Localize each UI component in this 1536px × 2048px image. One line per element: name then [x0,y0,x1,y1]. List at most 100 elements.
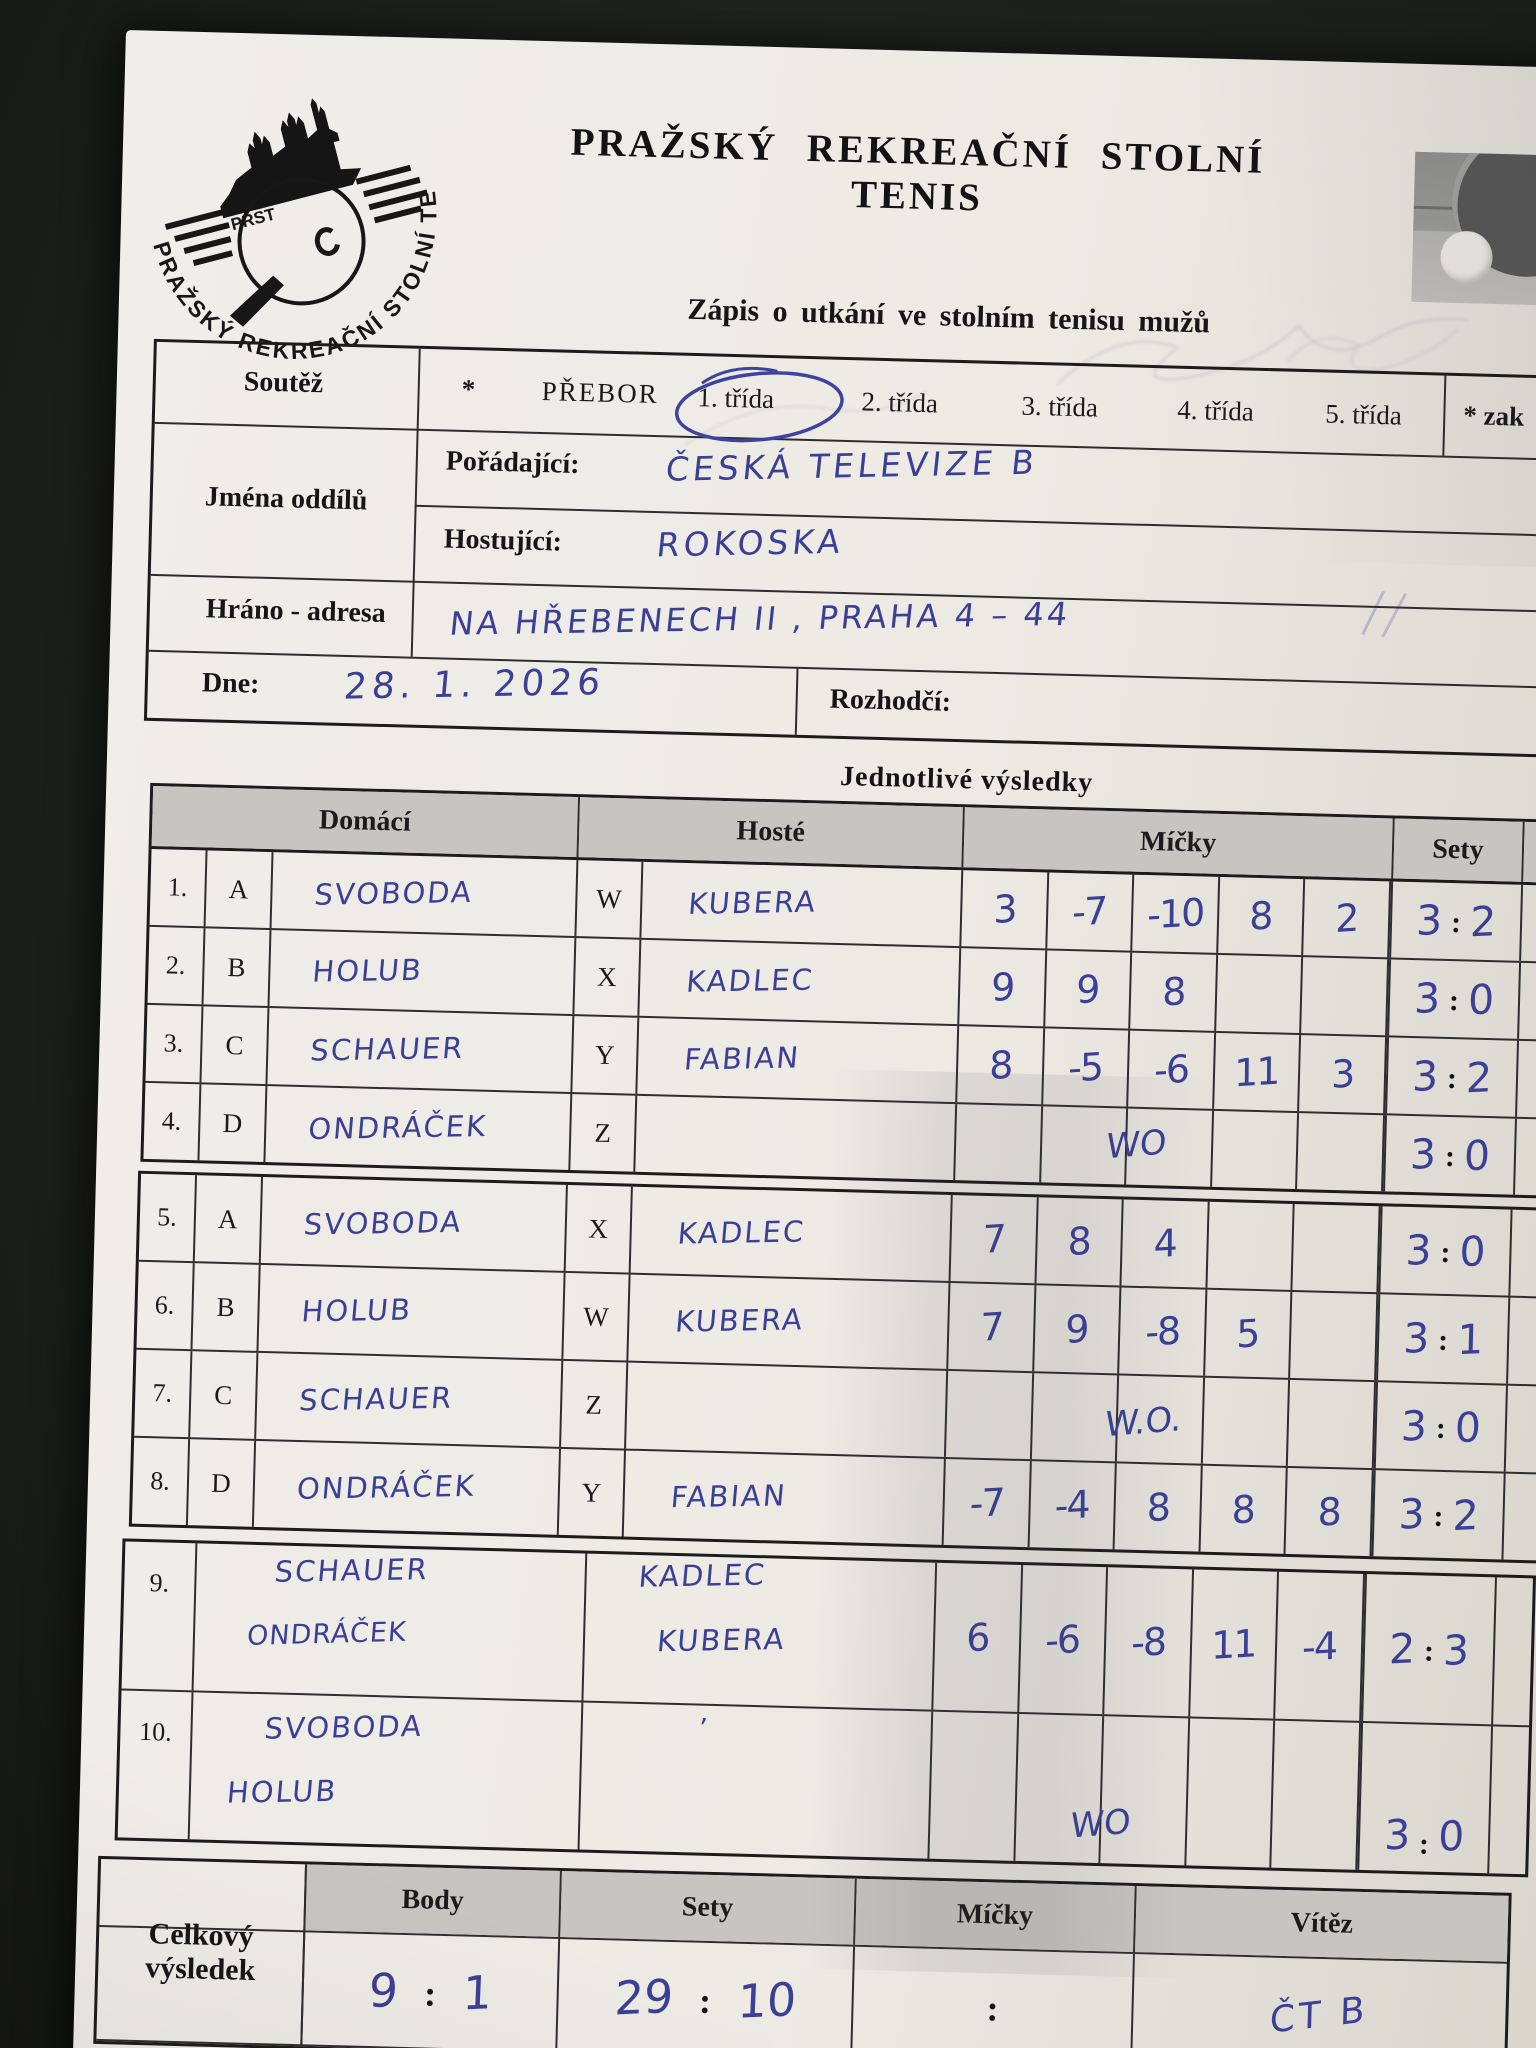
guest-pair-cell: KADLEC KUBERA [583,1553,938,1710]
class-option-4: 4. třída [1177,394,1255,427]
set1-balls: 9 [990,964,1014,1010]
balls-group: WO [955,1104,1388,1192]
pencil-smudge [684,389,928,447]
balls-group: W.O. [945,1370,1379,1469]
sets-result: 3:0 [1380,1206,1513,1296]
printed-colon: : [1418,1827,1430,1861]
class-option-5: 5. třída [1324,398,1403,431]
date-label: Dne: [201,667,260,700]
set4-balls: 11 [1234,1048,1280,1096]
printed-colon: : [423,1973,437,2014]
extra-cell [1515,1119,1536,1196]
set5-balls: 3 [1330,1051,1354,1097]
divider [1442,375,1447,456]
extra-cell [1510,1210,1536,1297]
sets-result: 3:2 [1391,881,1524,961]
extra-cell [1508,1298,1536,1385]
printed-colon: : [1450,905,1462,940]
home-letter: A [194,1175,264,1263]
guest-letter: X [565,1184,633,1273]
set2-balls: 9 [1076,966,1099,1013]
set1-balls: 8 [988,1042,1012,1088]
home-letter: D [199,1084,268,1163]
venue-label: Hráno - adresa [205,593,387,629]
guest-team-value: ROKOSKA [654,521,847,565]
home-player: SCHAUER [297,1380,455,1418]
winner-value: ČT B [1269,1988,1370,2042]
column-header-home: Domácí [151,785,581,858]
match-number: 4. [143,1082,202,1161]
ink-stray-marks [1361,590,1408,638]
results-table-1: Domácí Hosté Míčky Sety 1. A SVOBODA W K… [140,782,1536,1199]
set2-balls: -7 [1072,888,1107,935]
guest-player: KADLEC [684,962,816,999]
total-result-label-cell: Celkový výsledek [96,1858,308,2046]
printed-colon: : [1444,1139,1456,1174]
sets-result: 3:0 [1385,1115,1517,1195]
extra-cell [1503,1474,1536,1561]
results-table-2: 5. A SVOBODA X KADLEC 7 8 4 3:0 6. B HOL… [128,1170,1536,1564]
balls-group: WO [929,1711,1364,1870]
divider [414,504,1536,537]
guest-letter: Y [572,1016,640,1094]
printed-colon: : [1435,1411,1447,1446]
balls-group: 8 -5 -6 11 3 [957,1026,1390,1114]
handdrawn-circle-icon [674,366,844,443]
set3-balls: 8 [1161,969,1185,1015]
home-player: HOLUB [300,1292,414,1329]
guest-player: KUBERA [673,1302,806,1339]
home-letter: A [205,850,274,929]
circle-note: * zak [1462,400,1525,432]
guest-player: KADLEC [676,1214,807,1251]
set5-balls: 2 [1335,895,1358,941]
home-player: ONDRÁČEK [295,1468,478,1506]
match-number: 8. [131,1437,191,1526]
guest-pair-cell: ʼ [579,1702,934,1859]
home-letter: B [203,928,272,1007]
column-header-balls: Míčky [963,807,1395,879]
extra-cell [1521,885,1536,962]
match-number: 3. [145,1004,204,1083]
sets-result: 3:1 [1378,1294,1511,1384]
column-header-balls: Míčky [855,1878,1137,1953]
column-header-guest: Hosté [578,797,965,868]
home-letter: C [190,1351,259,1439]
balls-total-result: : [852,1946,1135,2048]
guest-player: FABIAN [682,1040,802,1077]
printed-colon: : [1440,1235,1451,1270]
balls-group: 3 -7 -10 8 2 [961,870,1394,958]
column-header-extra [1523,821,1536,883]
guest-player: FABIAN [669,1478,789,1515]
sets-result: 3:2 [1373,1470,1506,1560]
extra-cell [1493,1577,1533,1725]
results-table-doubles: 9. SCHAUER ONDRÁČEK KADLEC KUBERA 6 -6 -… [114,1538,1536,1878]
printed-colon: : [1423,1634,1435,1668]
extra-cell [1519,963,1536,1040]
class-1-circled: 1. třída [674,366,844,443]
prst-club-logo-icon: PRAŽSKÝ REKREAČNÍ STOLNÍ TENIS PRST [124,78,474,406]
home-player-2: HOLUB [225,1773,339,1810]
home-letter: C [201,1006,270,1085]
match-number: 9. [121,1541,198,1691]
home-player-1: SCHAUER [273,1552,431,1589]
printed-colon: : [698,1980,712,2021]
home-pair-cell: SVOBODA HOLUB [189,1692,584,1850]
match-number: 2. [147,926,206,1005]
guest-player-2: KUBERA [655,1621,788,1659]
home-player-1: SVOBODA [263,1708,425,1746]
column-header-points: Body [305,1864,562,1938]
home-letter: B [192,1263,261,1351]
page-title: PRAŽSKÝ REKREAČNÍ STOLNÍ TENIS [570,120,1266,220]
guest-letter: Z [570,1094,638,1172]
home-player: HOLUB [310,952,425,989]
balls-group: 7 8 4 [950,1195,1383,1293]
walkover-note: WO [1069,1801,1132,1847]
set2-balls: -5 [1068,1044,1103,1091]
balls-group: 6 -6 -8 11 -4 [933,1562,1368,1721]
walkover-note: WO [1105,1122,1168,1168]
venue-value: NA HŘEBENECH II , PRAHA 4 – 44 [447,594,1073,643]
balls-group: -7 -4 8 8 8 [943,1458,1376,1557]
home-player-2: ONDRÁČEK [245,1616,408,1652]
host-team-label: Pořádající: [445,445,580,481]
column-header-sets: Sety [560,1871,857,1945]
